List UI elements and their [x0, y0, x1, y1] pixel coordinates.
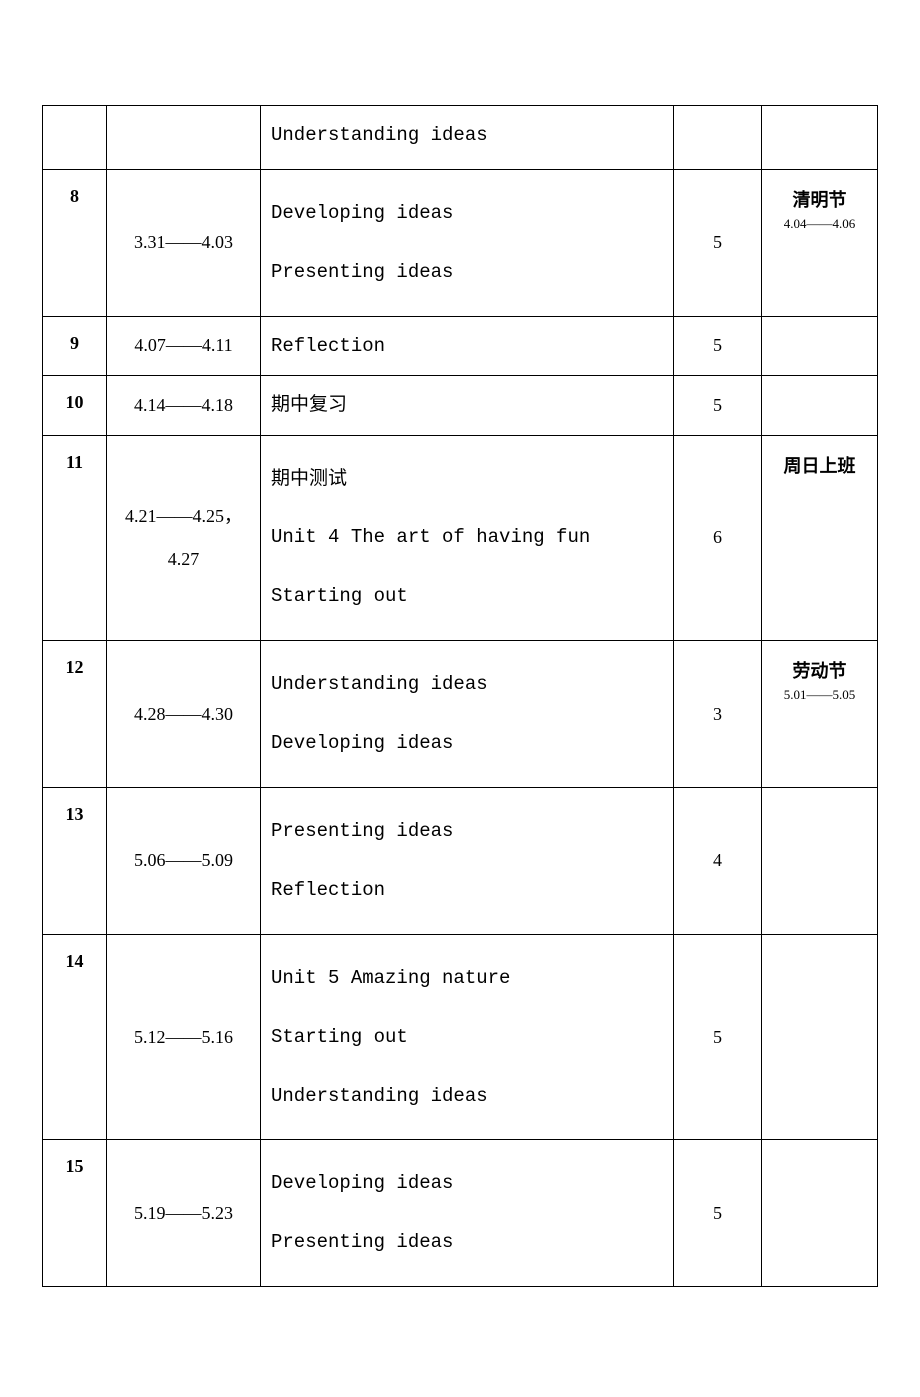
class-count-cell: 5 [674, 1140, 762, 1287]
note-title: 劳动节 [762, 657, 877, 683]
content-line: Presenting ideas [271, 243, 663, 302]
table-row: 8 3.31——4.03 Developing ideasPresenting id… [43, 170, 878, 317]
class-count-cell: 5 [674, 316, 762, 375]
week-number-cell: 11 [43, 435, 107, 641]
date-range-cell: 3.31——4.03 [107, 170, 261, 317]
content-line: Starting out [271, 567, 663, 626]
note-cell [762, 376, 878, 435]
date-line: 4.28——4.30 [134, 704, 233, 725]
note-title: 周日上班 [762, 452, 877, 478]
week-number-cell [43, 106, 107, 170]
date-line: 3.31——4.03 [134, 232, 233, 253]
date-range-cell: 4.14——4.18 [107, 376, 261, 435]
content-line: Presenting ideas [271, 802, 663, 861]
content-line: Understanding ideas [271, 1067, 663, 1126]
note-date: 4.04——4.06 [762, 216, 877, 232]
content-line: Unit 4 The art of having fun [271, 508, 663, 567]
note-cell [762, 934, 878, 1140]
count-value: 5 [713, 1027, 722, 1048]
table-row: 9 4.07——4.11 Reflection 5 [43, 316, 878, 375]
note-cell [762, 106, 878, 170]
content-line: Reflection [271, 861, 663, 920]
count-value: 6 [713, 527, 722, 548]
date-line: 4.27 [168, 538, 200, 581]
date-range-cell: 4.28——4.30 [107, 641, 261, 788]
date-line: 4.14——4.18 [134, 395, 233, 416]
note-cell: 周日上班 [762, 435, 878, 641]
week-number-cell: 12 [43, 641, 107, 788]
week-number-cell: 10 [43, 376, 107, 435]
content-cell: Unit 5 Amazing natureStarting outUnderst… [261, 934, 674, 1140]
note-date: 5.01——5.05 [762, 687, 877, 703]
content-line: Understanding ideas [271, 655, 663, 714]
content-line: Developing ideas [271, 714, 663, 773]
date-line: 5.12——5.16 [134, 1027, 233, 1048]
content-line: Starting out [271, 1008, 663, 1067]
content-cell: Reflection [261, 316, 674, 375]
content-line: 期中测试 [271, 450, 663, 509]
date-line: 5.06——5.09 [134, 850, 233, 871]
table-row: 14 5.12——5.16 Unit 5 Amazing natureStartin… [43, 934, 878, 1140]
week-number-cell: 8 [43, 170, 107, 317]
count-value: 5 [713, 1203, 722, 1224]
schedule-table: Understanding ideas 8 3.31——4.03 Developing… [42, 105, 878, 1287]
content-line: Understanding ideas [271, 120, 663, 150]
week-number-cell: 14 [43, 934, 107, 1140]
date-line: 4.07——4.11 [134, 335, 232, 356]
table-row: 12 4.28——4.30 Understanding ideasDevelopin… [43, 641, 878, 788]
week-number-cell: 13 [43, 788, 107, 935]
content-cell: 期中复习 [261, 376, 674, 435]
content-cell: Developing ideasPresenting ideas [261, 1140, 674, 1287]
content-cell: Presenting ideasReflection [261, 788, 674, 935]
week-number-cell: 15 [43, 1140, 107, 1287]
content-line: Developing ideas [271, 1154, 663, 1213]
content-cell: Understanding ideas [261, 106, 674, 170]
note-cell [762, 1140, 878, 1287]
content-cell: Understanding ideasDeveloping ideas [261, 641, 674, 788]
class-count-cell [674, 106, 762, 170]
content-line: Presenting ideas [271, 1213, 663, 1272]
note-cell [762, 316, 878, 375]
class-count-cell: 5 [674, 170, 762, 317]
date-line: 5.19——5.23 [134, 1203, 233, 1224]
date-range-cell: 5.19——5.23 [107, 1140, 261, 1287]
note-cell [762, 788, 878, 935]
content-cell: Developing ideasPresenting ideas [261, 170, 674, 317]
content-cell: 期中测试Unit 4 The art of having funStarting… [261, 435, 674, 641]
count-value: 5 [713, 335, 722, 356]
class-count-cell: 5 [674, 934, 762, 1140]
table-row: 10 4.14——4.18 期中复习 5 [43, 376, 878, 435]
count-value: 4 [713, 850, 722, 871]
date-range-cell: 5.12——5.16 [107, 934, 261, 1140]
class-count-cell: 6 [674, 435, 762, 641]
content-line: 期中复习 [271, 390, 663, 420]
table-row: Understanding ideas [43, 106, 878, 170]
count-value: 3 [713, 704, 722, 725]
note-cell: 清明节 4.04——4.06 [762, 170, 878, 317]
content-line: Unit 5 Amazing nature [271, 949, 663, 1008]
count-value: 5 [713, 395, 722, 416]
content-line: Reflection [271, 331, 663, 361]
content-line: Developing ideas [271, 184, 663, 243]
table-row: 13 5.06——5.09 Presenting ideasReflection 4 [43, 788, 878, 935]
date-range-cell: 5.06——5.09 [107, 788, 261, 935]
class-count-cell: 3 [674, 641, 762, 788]
note-title: 清明节 [762, 186, 877, 212]
date-range-cell: 4.21——4.25，4.27 [107, 435, 261, 641]
note-cell: 劳动节 5.01——5.05 [762, 641, 878, 788]
class-count-cell: 4 [674, 788, 762, 935]
date-line: 4.21——4.25， [125, 495, 242, 538]
week-number-cell: 9 [43, 316, 107, 375]
table-row: 114.21——4.25，4.27期中测试Unit 4 The art of h… [43, 435, 878, 641]
class-count-cell: 5 [674, 376, 762, 435]
count-value: 5 [713, 232, 722, 253]
date-range-cell [107, 106, 261, 170]
table-row: 15 5.19——5.23 Developing ideasPresenting i… [43, 1140, 878, 1287]
date-range-cell: 4.07——4.11 [107, 316, 261, 375]
